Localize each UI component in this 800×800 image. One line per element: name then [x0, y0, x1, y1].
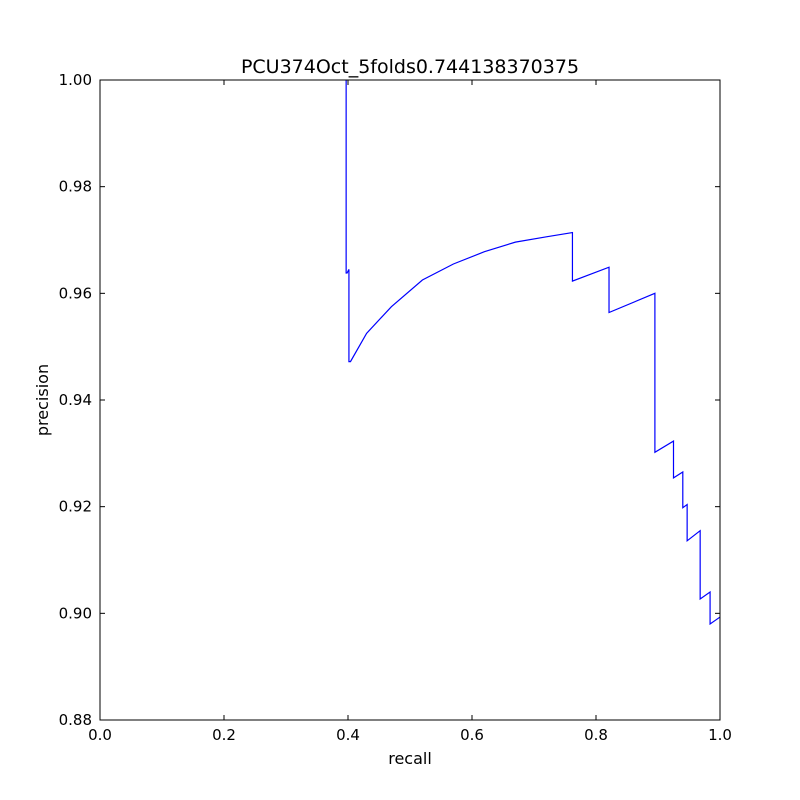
- plot-area: 0.0 0.2 0.4 0.6 0.8 1.0 0.88 0.90 0.92 0.94 0.96 0.…: [59, 71, 732, 744]
- y-tick-label: 0.94: [59, 391, 92, 409]
- x-tick-label: 0.4: [336, 726, 360, 744]
- x-tick-label: 0.0: [88, 726, 112, 744]
- y-tick-label: 0.98: [59, 178, 92, 196]
- series-line: [345, 80, 721, 626]
- y-tick-label: 0.92: [59, 498, 92, 516]
- y-tick-label: 0.96: [59, 284, 92, 302]
- y-tick-label: 0.90: [59, 604, 92, 622]
- x-tick-label: 0.8: [584, 726, 608, 744]
- x-tick-label: 0.6: [460, 726, 484, 744]
- x-tick-label: 0.2: [212, 726, 236, 744]
- y-tick-label: 1.00: [59, 71, 92, 89]
- x-tick-label: 1.0: [708, 726, 732, 744]
- x-axis-label: recall: [388, 749, 432, 768]
- y-tick-label: 0.88: [59, 711, 92, 729]
- chart-title: PCU374Oct_5folds0.744138370375: [241, 56, 579, 78]
- y-axis-label: precision: [33, 364, 52, 436]
